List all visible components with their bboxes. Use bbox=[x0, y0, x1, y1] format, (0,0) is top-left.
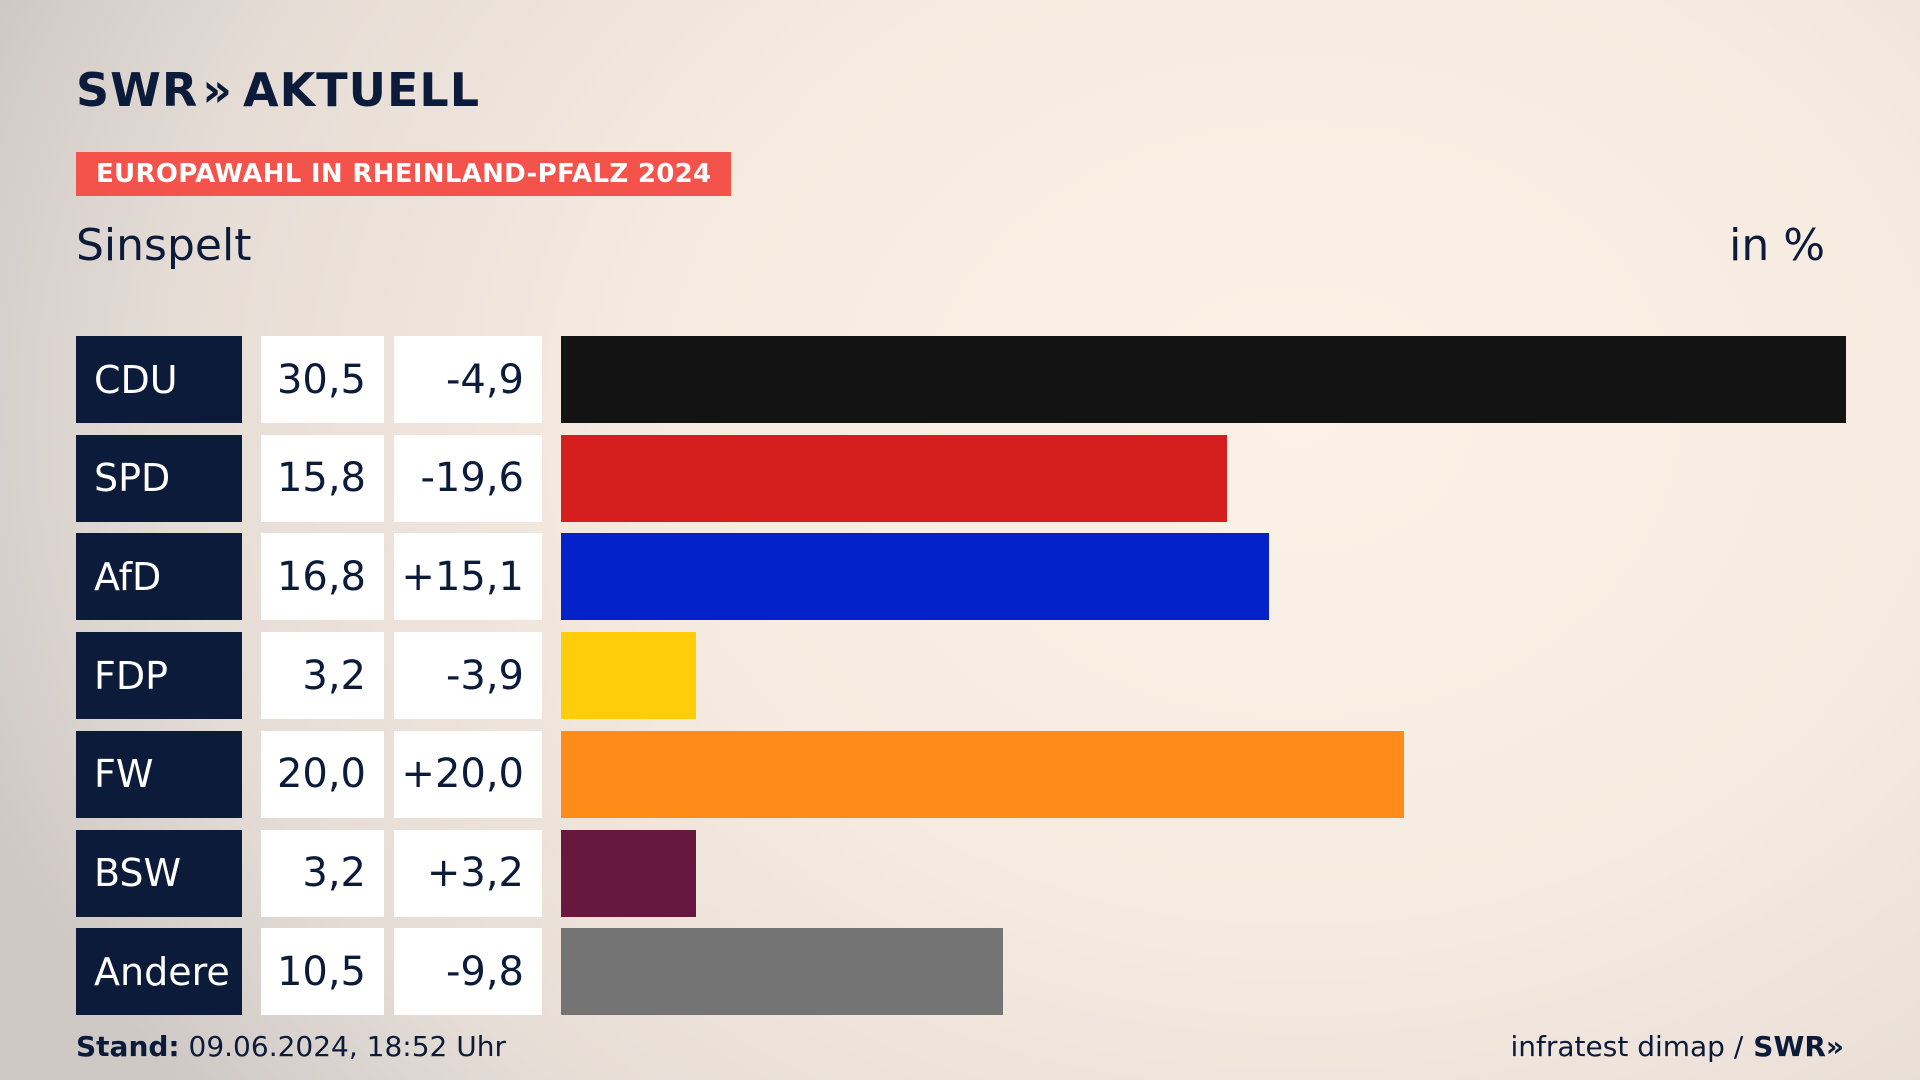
diff-label: -4,9 bbox=[394, 336, 542, 423]
party-label: CDU bbox=[76, 336, 242, 423]
value-label: 16,8 bbox=[261, 533, 384, 621]
logo-swr-text: SWR bbox=[76, 63, 199, 117]
value-label: 20,0 bbox=[261, 730, 384, 818]
bar-row-afd: AfD 16,8 +15,1 bbox=[76, 533, 1846, 621]
bar bbox=[561, 928, 1004, 1016]
diff-label: +15,1 bbox=[394, 533, 542, 621]
bar-row-fw: FW 20,0 +20,0 bbox=[76, 730, 1846, 818]
bar bbox=[561, 632, 696, 720]
party-label: Andere bbox=[76, 928, 242, 1016]
diff-label: -19,6 bbox=[394, 434, 542, 522]
bar bbox=[561, 336, 1846, 423]
stand-value: 09.06.2024, 18:52 Uhr bbox=[188, 1030, 506, 1063]
stand-label: Stand: bbox=[76, 1030, 180, 1063]
diff-label: +20,0 bbox=[394, 730, 542, 818]
diff-label: -3,9 bbox=[394, 632, 542, 720]
bar-row-fdp: FDP 3,2 -3,9 bbox=[76, 632, 1846, 720]
chart-subtitle: Sinspelt bbox=[76, 220, 252, 271]
party-label: AfD bbox=[76, 533, 242, 621]
bar-row-cdu: CDU 30,5 -4,9 bbox=[76, 336, 1846, 423]
source-text: infratest dimap / bbox=[1510, 1030, 1744, 1063]
value-label: 30,5 bbox=[261, 336, 384, 423]
swr-aktuell-logo: SWR » AKTUELL bbox=[76, 63, 481, 117]
bar bbox=[561, 829, 696, 917]
diff-label: +3,2 bbox=[394, 829, 542, 917]
bar-row-andere: Andere 10,5 -9,8 bbox=[76, 928, 1846, 1016]
unit-label: in % bbox=[1729, 220, 1825, 271]
party-label: FW bbox=[76, 730, 242, 818]
bar-row-bsw: BSW 3,2 +3,2 bbox=[76, 829, 1846, 917]
diff-label: -9,8 bbox=[394, 928, 542, 1016]
bar-row-spd: SPD 15,8 -19,6 bbox=[76, 434, 1846, 522]
party-label: BSW bbox=[76, 829, 242, 917]
value-label: 15,8 bbox=[261, 434, 384, 522]
source-footer: infratest dimap / SWR» bbox=[1510, 1030, 1844, 1063]
bar bbox=[561, 730, 1404, 818]
party-label: SPD bbox=[76, 434, 242, 522]
logo-aktuell-text: AKTUELL bbox=[243, 63, 481, 117]
bar bbox=[561, 434, 1227, 522]
value-label: 10,5 bbox=[261, 928, 384, 1016]
value-label: 3,2 bbox=[261, 632, 384, 720]
chevron-right-icon: » bbox=[202, 63, 234, 117]
election-badge: EUROPAWAHL IN RHEINLAND-PFALZ 2024 bbox=[76, 152, 732, 196]
bar bbox=[561, 533, 1269, 621]
timestamp-footer: Stand: 09.06.2024, 18:52 Uhr bbox=[76, 1030, 506, 1063]
party-label: FDP bbox=[76, 632, 242, 720]
swr-mini-logo: SWR» bbox=[1753, 1030, 1844, 1063]
value-label: 3,2 bbox=[261, 829, 384, 917]
